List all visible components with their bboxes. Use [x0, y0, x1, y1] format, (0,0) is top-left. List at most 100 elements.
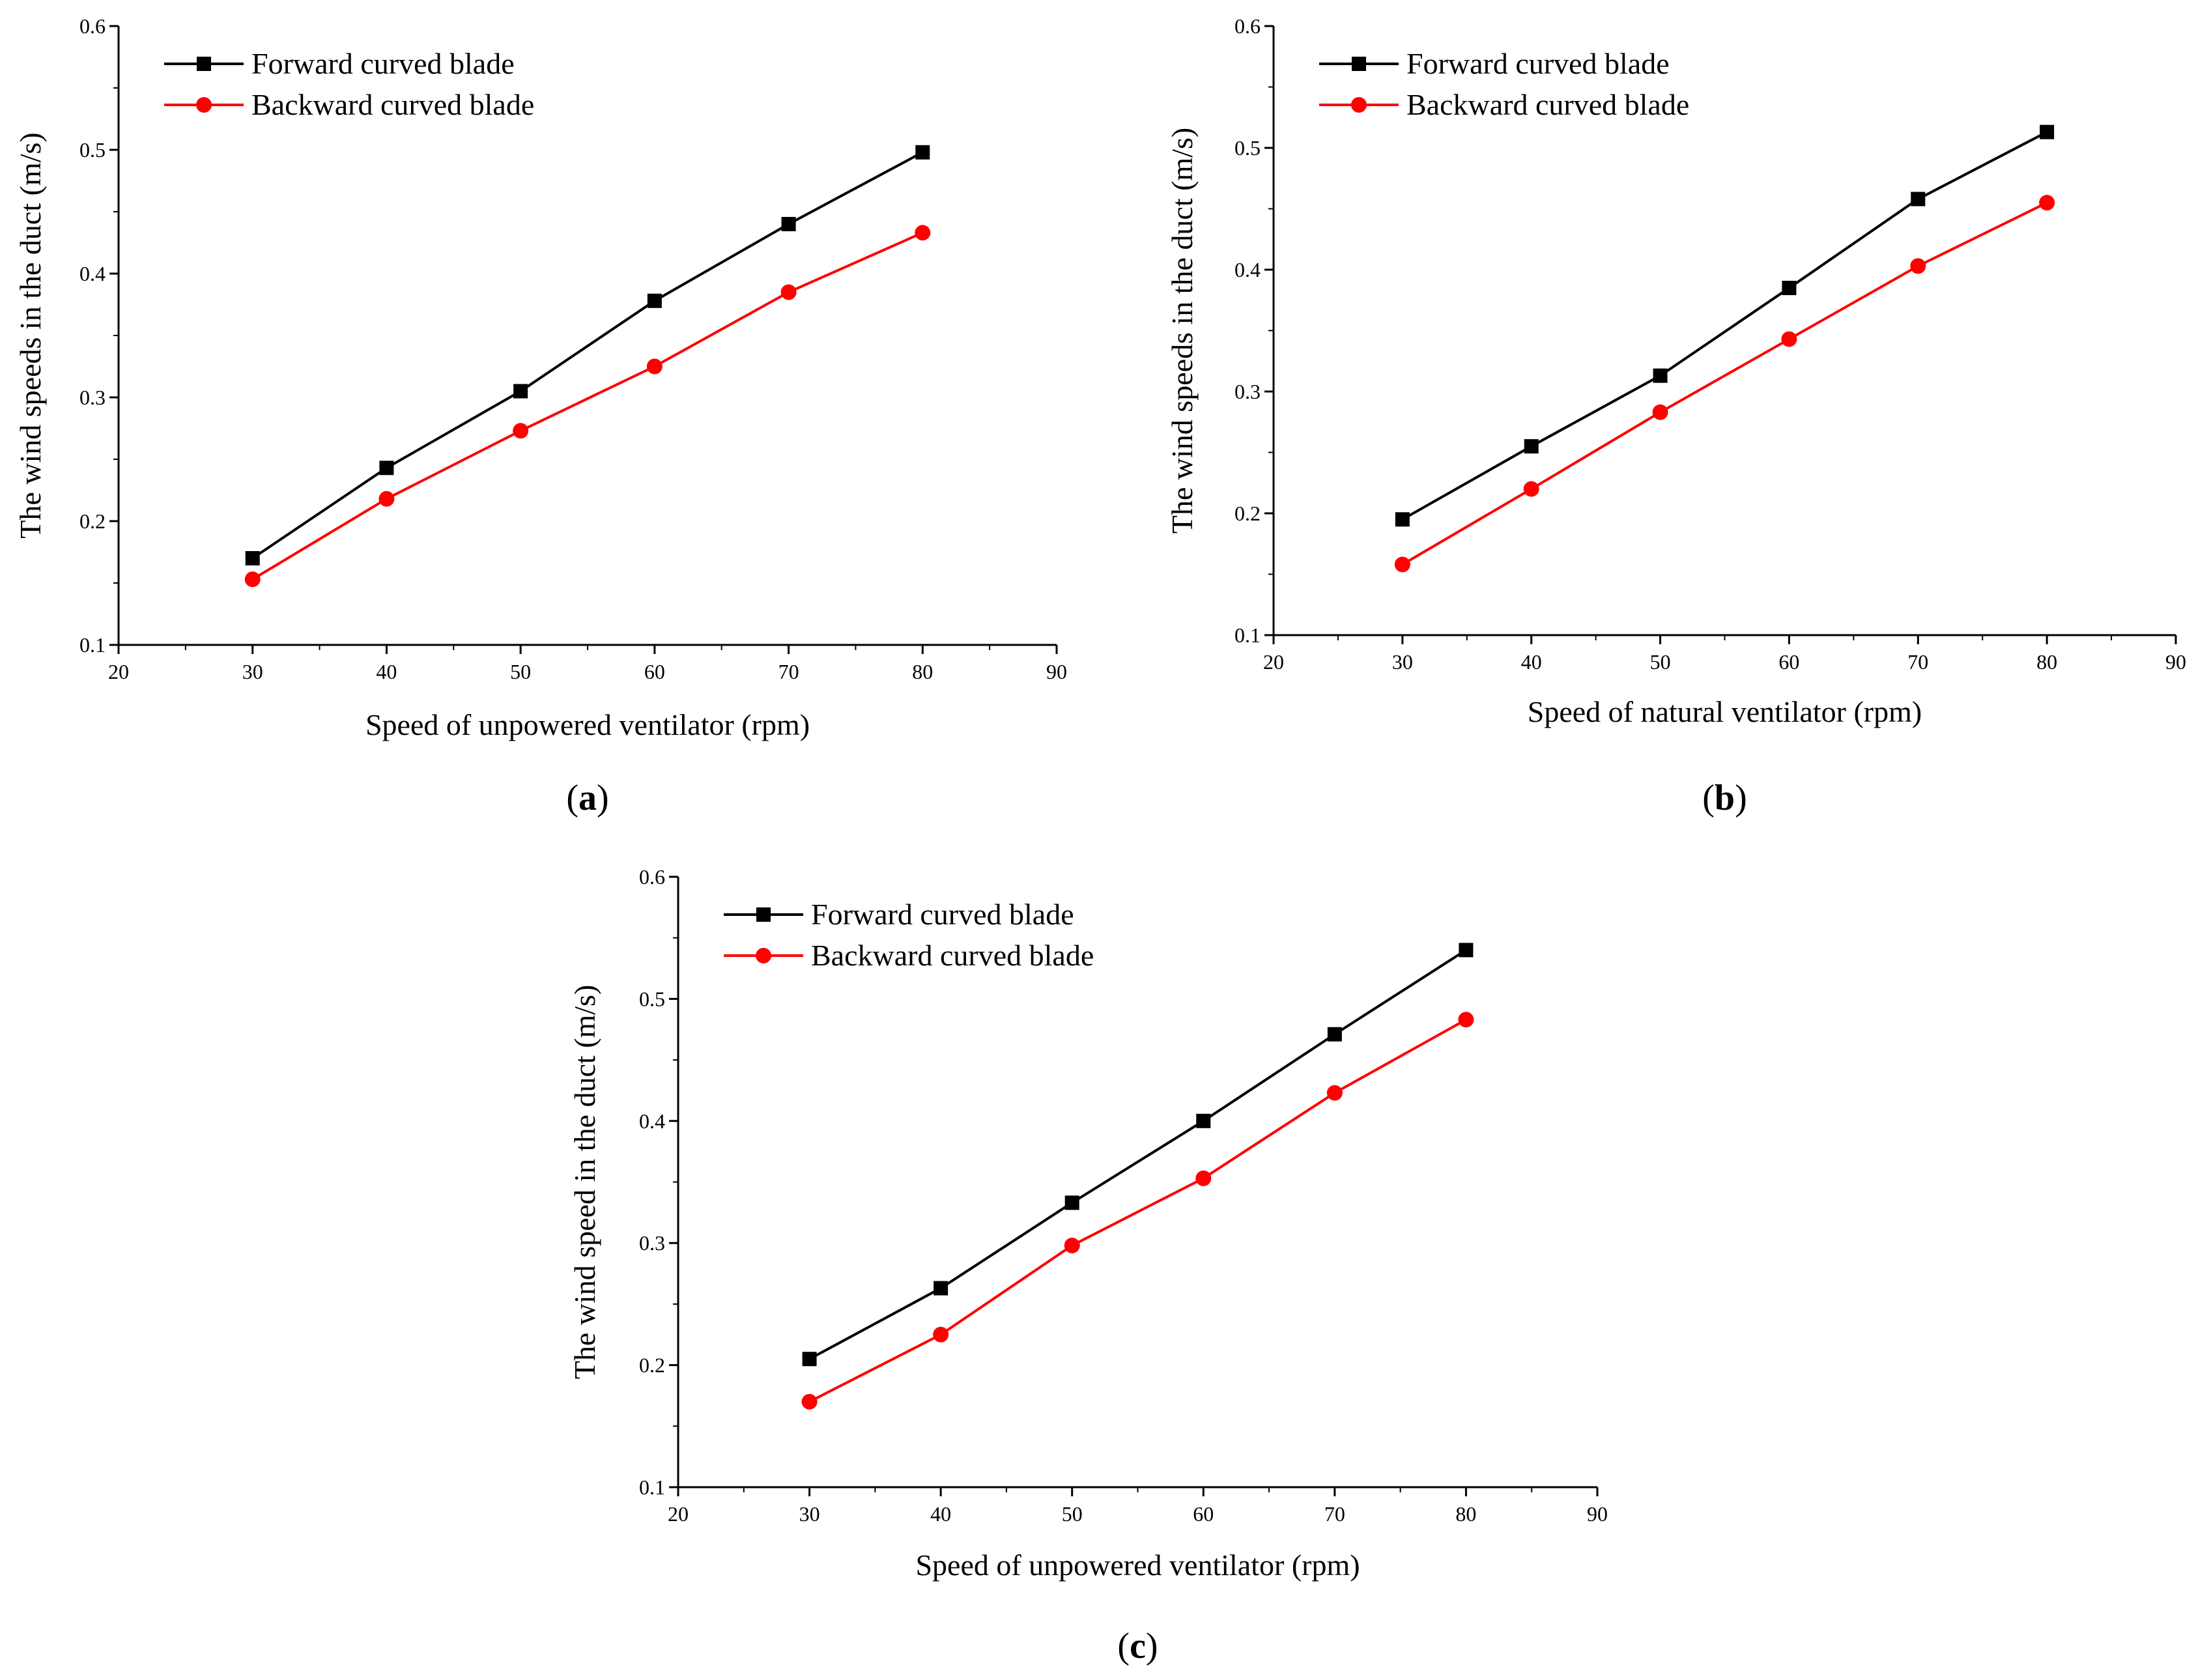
x-tick-label: 80 [1455, 1502, 1476, 1526]
x-tick-label: 80 [2036, 650, 2057, 674]
x-tick-label: 70 [1907, 650, 1928, 674]
y-tick-label: 0.3 [639, 1231, 665, 1255]
x-tick-label: 90 [2165, 650, 2186, 674]
data-point-circle [1458, 1012, 1474, 1028]
y-tick-label: 0.2 [639, 1354, 665, 1377]
panel-label-close-paren: ) [597, 778, 609, 818]
x-tick-label: 20 [108, 660, 129, 683]
legend-label: Forward curved blade [251, 47, 515, 80]
panel-label-close-paren: ) [1146, 1626, 1158, 1666]
data-point-circle [1195, 1170, 1212, 1186]
data-point-square [647, 293, 662, 308]
legend-label: Forward curved blade [811, 898, 1074, 931]
x-tick-label: 60 [1778, 650, 1799, 674]
data-point-circle [513, 423, 529, 439]
series-line-backward [808, 1018, 1467, 1403]
x-axis-title: Speed of natural ventilator (rpm) [1528, 695, 1922, 728]
panel-label-letter: b [1715, 778, 1735, 818]
data-point-circle [780, 284, 797, 300]
data-point-square [781, 217, 796, 231]
y-tick-label: 0.2 [79, 509, 106, 533]
y-tick-label: 0.4 [79, 262, 106, 285]
legend-marker-square [197, 57, 211, 71]
legend-label: Backward curved blade [1406, 88, 1689, 121]
data-point-circle [1652, 404, 1668, 420]
x-tick-label: 70 [1324, 1502, 1345, 1526]
data-point-circle [933, 1326, 949, 1343]
y-tick-label: 0.5 [639, 987, 665, 1010]
panel-label: (c) [1117, 1626, 1158, 1666]
data-point-square [1911, 192, 1926, 206]
data-point-circle [1910, 258, 1926, 274]
y-tick-label: 0.4 [639, 1109, 665, 1133]
x-tick-label: 40 [376, 660, 397, 683]
data-point-square [1395, 512, 1410, 527]
data-point-circle [1394, 556, 1410, 573]
y-tick-label: 0.3 [79, 386, 106, 409]
legend-marker-circle [1351, 97, 1367, 113]
y-tick-label: 0.6 [639, 865, 665, 889]
y-tick-label: 0.5 [1234, 136, 1261, 160]
panel-label-letter: c [1130, 1626, 1146, 1666]
y-axis-title: The wind speed in the duct (m/s) [568, 985, 601, 1380]
data-point-circle [1523, 481, 1539, 497]
x-tick-label: 70 [778, 660, 799, 683]
data-point-circle [646, 358, 663, 375]
panel-label: (a) [566, 778, 608, 818]
data-point-square [1064, 1195, 1079, 1210]
x-tick-label: 60 [644, 660, 665, 683]
x-tick-label: 20 [668, 1502, 689, 1526]
chart-panel-b: 0.1 0.2 0.3 0.4 0.5 0.6 20 30 40 50 60 70 80 90 Speed … [1165, 14, 2186, 818]
y-axis-title: The wind speeds in the duct (m/s) [14, 132, 47, 538]
x-tick-label: 50 [510, 660, 531, 683]
x-tick-label: 30 [242, 660, 263, 683]
data-point-circle [1326, 1085, 1343, 1101]
x-tick-label: 80 [912, 660, 933, 683]
panel-label-close-paren: ) [1735, 778, 1747, 818]
y-tick-label: 0.4 [1234, 258, 1261, 281]
series-line-forward [808, 948, 1467, 1360]
legend-marker-circle [756, 948, 771, 963]
y-tick-label: 0.1 [639, 1475, 665, 1499]
data-point-circle [378, 491, 395, 507]
data-point-square [1782, 281, 1797, 296]
x-tick-label: 50 [1062, 1502, 1083, 1526]
legend-label: Forward curved blade [1406, 47, 1670, 80]
data-point-square [1653, 368, 1668, 383]
data-point-circle [1781, 331, 1797, 347]
data-point-circle [915, 225, 931, 241]
data-point-circle [801, 1393, 818, 1410]
x-tick-label: 30 [799, 1502, 820, 1526]
y-tick-label: 0.3 [1234, 380, 1261, 403]
data-point-square [1327, 1027, 1342, 1042]
data-point-square [245, 551, 260, 565]
data-point-circle [244, 571, 261, 588]
data-point-square [1524, 439, 1539, 454]
y-tick-label: 0.2 [1234, 502, 1261, 525]
data-point-square [802, 1352, 817, 1367]
x-tick-label: 20 [1263, 650, 1284, 674]
data-point-circle [1064, 1237, 1080, 1253]
x-tick-label: 90 [1587, 1502, 1608, 1526]
x-tick-label: 60 [1193, 1502, 1214, 1526]
series-line-backward [251, 231, 924, 581]
chart-panel-c: 0.1 0.2 0.3 0.4 0.5 0.6 20 30 40 50 60 70 80 90 Speed … [568, 865, 1608, 1666]
data-point-circle [2039, 195, 2055, 211]
legend-label: Backward curved blade [811, 939, 1094, 972]
data-point-square [915, 145, 930, 160]
data-point-square [934, 1281, 948, 1296]
x-axis-title: Speed of unpowered ventilator (rpm) [365, 708, 810, 741]
legend-marker-square [1352, 57, 1366, 71]
panel-label: (b) [1702, 778, 1747, 818]
y-tick-label: 0.6 [79, 14, 106, 38]
y-tick-label: 0.1 [1234, 623, 1261, 647]
legend-marker-circle [196, 97, 212, 113]
chart-panel-a: 0.1 0.2 0.3 0.4 0.5 0.6 20 30 40 50 60 70 80 90 Speed … [14, 14, 1067, 818]
x-tick-label: 40 [1521, 650, 1542, 674]
y-tick-label: 0.1 [79, 633, 106, 657]
panel-label-open-paren: ( [1117, 1626, 1130, 1666]
x-tick-label: 50 [1650, 650, 1671, 674]
data-point-square [513, 384, 528, 399]
y-tick-label: 0.5 [79, 138, 106, 162]
